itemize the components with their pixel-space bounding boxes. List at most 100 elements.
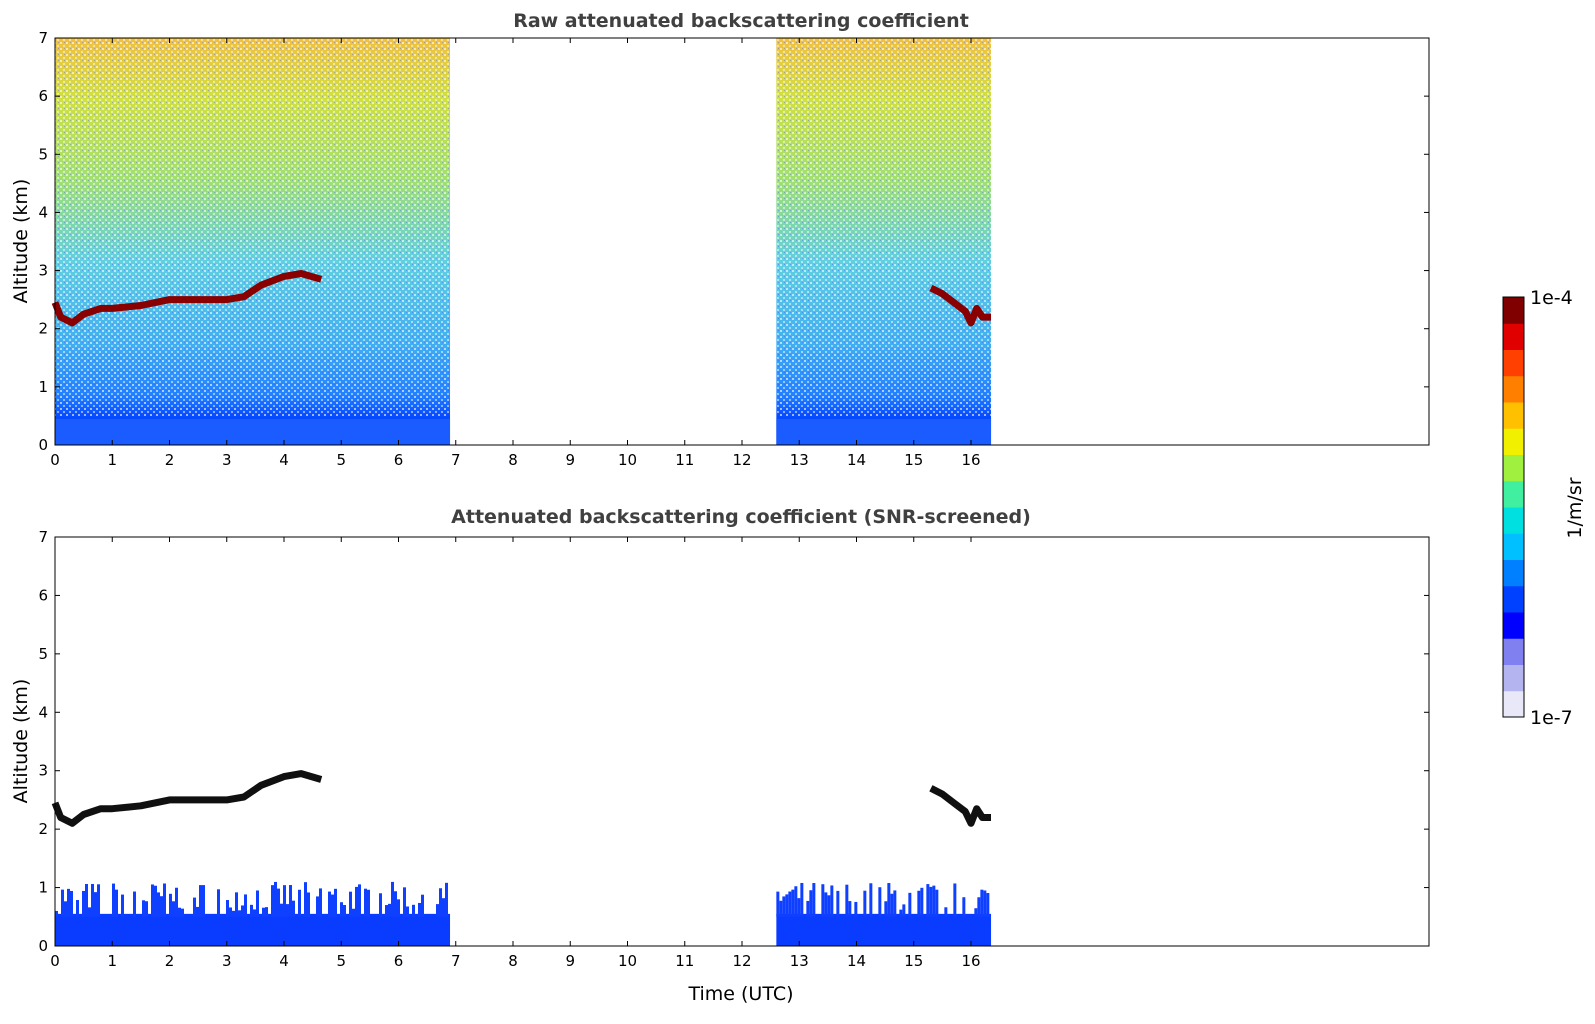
cloud-layer-1 — [929, 785, 991, 827]
x-tick-label: 2 — [165, 952, 175, 970]
colorbar-swatch-6 — [1503, 533, 1524, 560]
x-tick-label: 7 — [451, 451, 461, 469]
y-tick-7: 7 — [38, 29, 1429, 47]
y-tick-6: 6 — [38, 87, 1429, 105]
x-tick-4: 4 — [279, 537, 289, 970]
x-tick-11: 11 — [675, 537, 694, 970]
cloud-layer-1 — [929, 284, 991, 327]
x-tick-label: 0 — [50, 451, 60, 469]
colorbar-swatch-11 — [1503, 402, 1524, 429]
x-tick-label: 4 — [279, 451, 289, 469]
x-tick-6: 6 — [394, 537, 403, 970]
colorbar-swatch-10 — [1503, 428, 1524, 455]
boundary-layer-1 — [776, 882, 992, 946]
y-tick-label: 6 — [38, 87, 48, 105]
x-tick-label: 15 — [904, 451, 923, 469]
x-tick-0: 0 — [50, 537, 60, 970]
y-tick-label: 3 — [38, 762, 48, 780]
panel-raw-title: Raw attenuated backscattering coefficien… — [513, 10, 969, 32]
y-tick-label: 1 — [38, 879, 48, 897]
x-tick-2: 2 — [165, 38, 174, 469]
panel-screened: Attenuated backscattering coefficient (S… — [10, 506, 1430, 1005]
panel-raw-y-label: Altitude (km) — [10, 179, 32, 304]
panel-screened-y-ticks: 0 1 2 3 4 5 6 7 — [38, 528, 1429, 955]
x-tick-10: 10 — [618, 537, 637, 970]
panel-screened-x-ticks: 0 1 2 3 4 5 6 7 8 9 10 11 12 13 14 15 16 — [50, 537, 981, 970]
x-tick-label: 13 — [790, 952, 809, 970]
colorbar-swatch-3 — [1503, 612, 1524, 639]
x-tick-6: 6 — [394, 38, 403, 469]
y-tick-4: 4 — [38, 703, 1429, 721]
x-tick-9: 9 — [565, 537, 575, 970]
x-tick-10: 10 — [618, 38, 637, 469]
x-tick-label: 12 — [732, 952, 751, 970]
y-tick-label: 5 — [38, 145, 48, 163]
colorbar-min-label: 1e-7 — [1530, 707, 1573, 729]
colorbar-swatch-15 — [1503, 297, 1524, 324]
x-tick-1: 1 — [107, 537, 117, 970]
noise-overlay-0 — [55, 38, 451, 417]
y-tick-0: 0 — [38, 436, 1429, 454]
x-tick-13: 13 — [790, 537, 809, 970]
y-tick-5: 5 — [38, 145, 1429, 163]
x-tick-12: 12 — [732, 537, 752, 970]
y-tick-label: 7 — [38, 29, 48, 47]
x-tick-label: 8 — [508, 952, 518, 970]
y-tick-3: 3 — [38, 262, 1429, 280]
x-tick-label: 1 — [107, 952, 117, 970]
x-tick-16: 16 — [961, 38, 981, 469]
y-tick-label: 0 — [38, 436, 48, 454]
x-tick-label: 7 — [451, 952, 461, 970]
x-tick-label: 0 — [50, 952, 60, 970]
colorbar-swatch-0 — [1503, 690, 1524, 718]
y-tick-label: 4 — [38, 203, 48, 221]
x-tick-3: 3 — [222, 537, 232, 970]
boundary-layer-0 — [55, 881, 451, 946]
y-tick-1: 1 — [38, 879, 1429, 897]
x-tick-9: 9 — [565, 38, 575, 469]
x-tick-label: 14 — [847, 451, 866, 469]
colorbar-swatch-9 — [1503, 454, 1524, 482]
y-tick-4: 4 — [38, 203, 1429, 221]
panel-screened-plot-area — [51, 770, 992, 946]
x-tick-label: 12 — [732, 451, 751, 469]
x-tick-15: 15 — [904, 38, 923, 469]
x-tick-label: 5 — [336, 952, 346, 970]
y-tick-2: 2 — [38, 820, 1429, 838]
x-tick-5: 5 — [336, 537, 346, 970]
x-tick-16: 16 — [961, 537, 981, 970]
x-tick-4: 4 — [279, 38, 289, 469]
x-tick-label: 1 — [107, 451, 117, 469]
x-tick-label: 3 — [222, 451, 232, 469]
x-tick-label: 3 — [222, 952, 232, 970]
y-tick-label: 0 — [38, 937, 48, 955]
colorbar-swatch-7 — [1503, 507, 1524, 534]
x-tick-label: 11 — [675, 952, 694, 970]
x-tick-label: 11 — [675, 451, 694, 469]
y-tick-label: 2 — [38, 320, 48, 338]
noise-overlay-1 — [776, 38, 992, 417]
colorbar-swatch-4 — [1503, 585, 1524, 613]
x-tick-label: 15 — [904, 952, 923, 970]
colorbar-swatch-13 — [1503, 349, 1524, 377]
y-tick-label: 1 — [38, 378, 48, 396]
x-tick-label: 4 — [279, 952, 289, 970]
panel-screened-frame — [54, 536, 1430, 947]
y-tick-label: 7 — [38, 528, 48, 546]
x-tick-label: 14 — [847, 952, 866, 970]
x-tick-label: 9 — [565, 451, 575, 469]
x-tick-3: 3 — [222, 38, 232, 469]
y-tick-label: 2 — [38, 820, 48, 838]
y-tick-label: 6 — [38, 586, 48, 604]
colorbar-swatch-2 — [1503, 638, 1524, 665]
x-tick-14: 14 — [847, 38, 866, 469]
panel-raw-x-ticks: 0 1 2 3 4 5 6 7 8 9 10 11 12 13 14 15 16 — [50, 38, 981, 469]
x-tick-5: 5 — [336, 38, 346, 469]
y-tick-label: 4 — [38, 703, 48, 721]
y-tick-7: 7 — [38, 528, 1429, 546]
x-tick-label: 8 — [508, 451, 518, 469]
x-tick-1: 1 — [107, 38, 117, 469]
y-tick-1: 1 — [38, 378, 1429, 396]
